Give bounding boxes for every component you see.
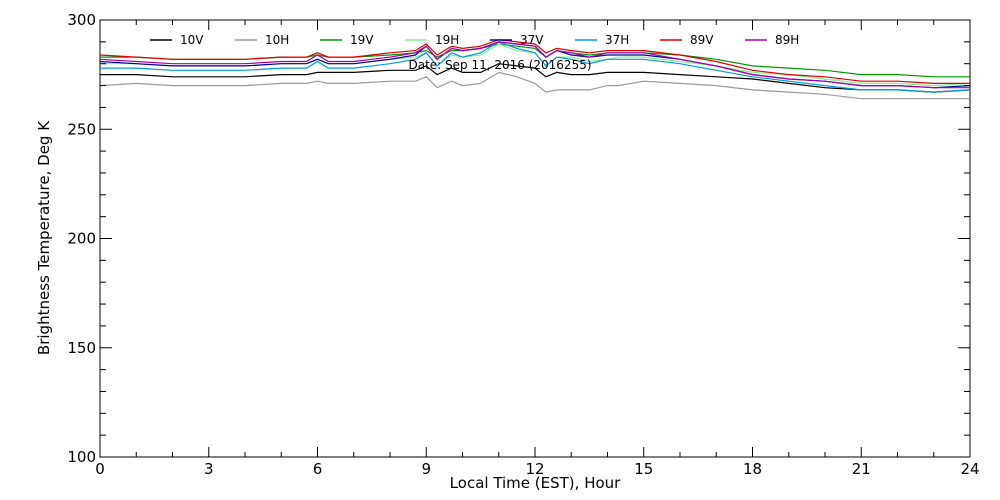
series-line-10h — [99, 71, 970, 100]
y-tick-label: 300 — [67, 11, 96, 29]
legend-label-19h: 19H — [435, 33, 459, 47]
ticks-layer: 0 3 6 9 12 15 18 21 24 100 150 200 250 300 — [67, 11, 979, 478]
y-axis-title: Brightness Temperature, Deg K — [35, 120, 53, 355]
y-tick-label: 250 — [67, 120, 96, 138]
series-line-37h — [100, 41, 971, 93]
legend-label-10h: 10H — [265, 33, 289, 47]
series-line-89v — [99, 39, 970, 85]
x-tick-label: 3 — [204, 460, 214, 478]
y-tick-label: 200 — [67, 230, 96, 248]
date-annotation: Date: Sep 11, 2016 (2016255) — [408, 58, 591, 72]
legend-label-19v: 19V — [350, 33, 374, 47]
series-layer — [99, 39, 971, 100]
series-line-89h — [99, 41, 970, 89]
x-axis-title: Local Time (EST), Hour — [450, 474, 621, 492]
series-line-10v — [100, 63, 971, 93]
x-tick-label: 0 — [95, 460, 105, 478]
legend-label-89v: 89V — [690, 33, 714, 47]
x-tick-label: 21 — [852, 460, 871, 478]
x-tick-label: 6 — [313, 460, 323, 478]
legend-label-89h: 89H — [775, 33, 799, 47]
y-tick-label: 150 — [67, 339, 96, 357]
legend-label-37h: 37H — [605, 33, 629, 47]
legend: 10V 10H 19V 19H 37V 37H 89V 89H — [150, 33, 799, 47]
x-tick-label: 24 — [960, 460, 979, 478]
x-tick-label: 15 — [634, 460, 653, 478]
legend-label-37v: 37V — [520, 33, 544, 47]
legend-label-10v: 10V — [180, 33, 204, 47]
x-tick-label: 18 — [743, 460, 762, 478]
x-tick-label: 9 — [421, 460, 431, 478]
x-tick-label: 12 — [525, 460, 544, 478]
y-tick-label: 100 — [67, 448, 96, 466]
